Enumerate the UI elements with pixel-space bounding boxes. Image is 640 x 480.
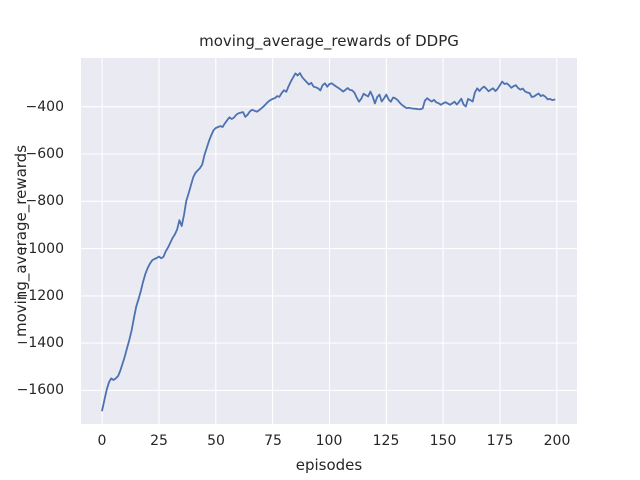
y-tick-label: −600 [25,146,64,162]
y-tick-label: −1200 [16,288,64,304]
y-tick-label: −1400 [16,335,64,351]
y-tick-label: −400 [25,99,64,115]
x-axis-label: episodes [295,456,363,474]
x-tick-label: 200 [543,433,571,449]
y-tick-label: −1000 [16,241,64,257]
x-tick-label: 175 [486,433,514,449]
y-tick-label: −800 [25,193,64,209]
x-tick-label: 0 [97,433,107,449]
x-tick-label: 25 [150,433,168,449]
reward-line [101,72,556,412]
y-tick-label: −1600 [16,382,64,398]
x-tick-label: 100 [315,433,343,449]
x-tick-label: 75 [264,433,282,449]
x-tick-label: 125 [372,433,400,449]
chart-title: moving_average_rewards of DDPG [199,32,459,50]
x-tick-label: 150 [429,433,457,449]
x-tick-label: 50 [207,433,225,449]
